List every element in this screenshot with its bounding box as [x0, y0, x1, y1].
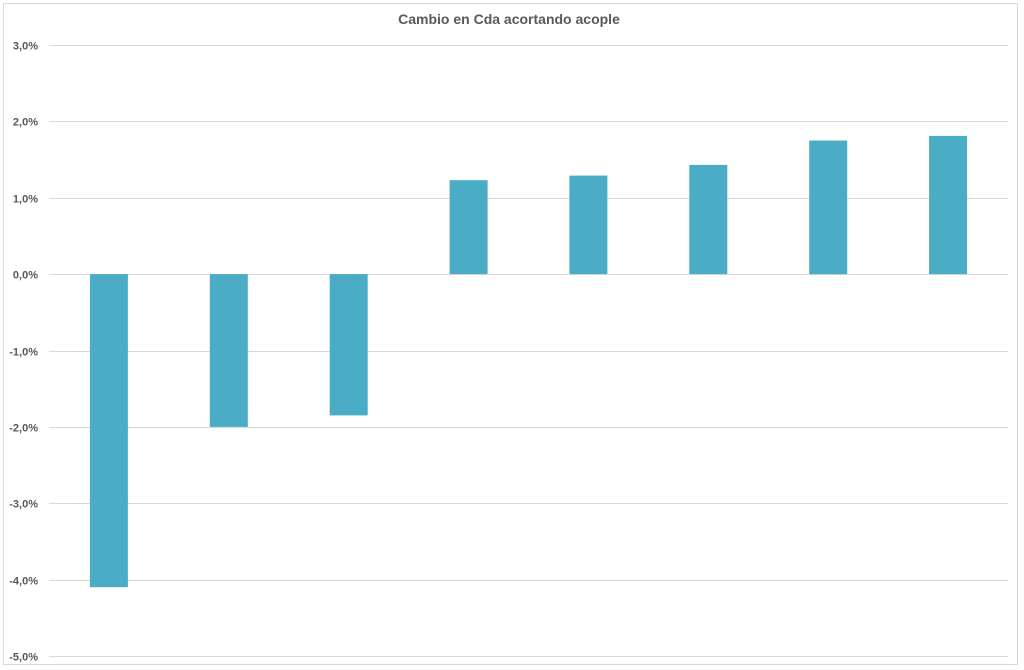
- y-tick-label: 0,0%: [13, 270, 38, 282]
- y-tick-label: -4,0%: [9, 576, 38, 588]
- y-tick-label: 3,0%: [13, 41, 38, 53]
- y-tick-label: -2,0%: [9, 423, 38, 435]
- bar-4: [449, 180, 488, 275]
- y-tick-label: -1,0%: [9, 347, 38, 359]
- bar-7: [809, 140, 848, 275]
- bar-8: [929, 135, 968, 275]
- bars: [89, 135, 968, 588]
- y-tick-label: -5,0%: [9, 652, 38, 664]
- y-tick-label: 2,0%: [13, 117, 38, 129]
- bar-3: [329, 274, 368, 416]
- chart-frame: [3, 3, 1018, 665]
- y-tick-label: -3,0%: [9, 499, 38, 511]
- gridlines: [49, 45, 1008, 657]
- bar-6: [689, 164, 728, 275]
- y-tick-label: 1,0%: [13, 194, 38, 206]
- bar-5: [569, 175, 608, 275]
- bar-2: [209, 274, 248, 427]
- bar-1: [89, 274, 128, 588]
- chart-title: Cambio en Cda acortando acople: [398, 11, 620, 27]
- y-axis-tick-labels: 3,0% 2,0% 1,0% 0,0% -1,0% -2,0% -3,0% -4,0% -5,0…: [9, 41, 38, 664]
